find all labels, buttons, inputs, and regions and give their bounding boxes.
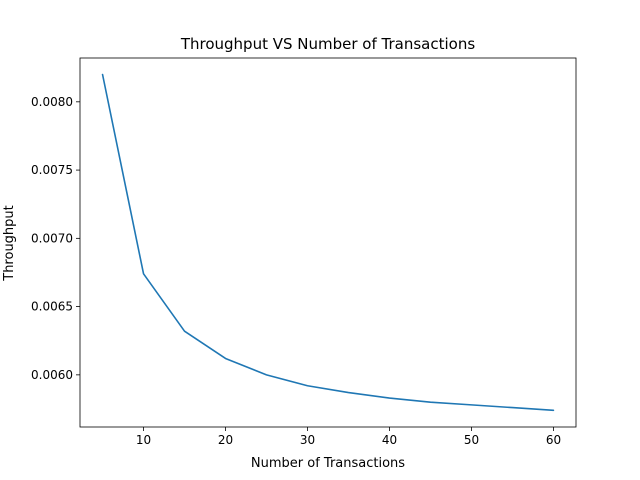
- plot-frame: [79, 57, 577, 428]
- y-tick-label: 0.0080: [31, 95, 73, 109]
- x-tick-label: 30: [300, 433, 315, 447]
- x-axis-label: Number of Transactions: [251, 456, 405, 471]
- x-tick-label: 50: [464, 433, 479, 447]
- plot-area: [101, 73, 555, 412]
- series-line: [101, 73, 555, 412]
- y-tick-label: 0.0065: [31, 300, 73, 314]
- x-tick-label: 20: [218, 433, 233, 447]
- x-tick-label: 60: [546, 433, 561, 447]
- x-axis: 10 20 30 40 50 60: [136, 427, 561, 447]
- x-tick-label: 40: [382, 433, 397, 447]
- y-axis-label: Throughput: [2, 205, 17, 282]
- y-tick-label: 0.0070: [31, 231, 73, 245]
- y-tick-label: 0.0075: [31, 163, 73, 177]
- y-tick-label: 0.0060: [31, 368, 73, 382]
- x-tick-label: 10: [136, 433, 151, 447]
- chart-title: Throughput VS Number of Transactions: [180, 35, 476, 53]
- y-axis: 0.0060 0.0065 0.0070 0.0075 0.0080: [31, 95, 80, 382]
